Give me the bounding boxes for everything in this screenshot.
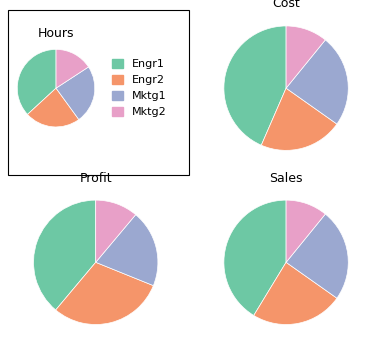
Wedge shape [261, 88, 337, 150]
Title: Cost: Cost [272, 0, 300, 10]
Title: Sales: Sales [270, 171, 303, 185]
Wedge shape [286, 214, 348, 298]
Wedge shape [224, 26, 286, 145]
Wedge shape [96, 200, 136, 262]
Wedge shape [286, 200, 325, 262]
Wedge shape [224, 200, 286, 315]
Wedge shape [286, 26, 325, 88]
Wedge shape [17, 49, 56, 115]
Wedge shape [286, 40, 348, 124]
Legend: Engr1, Engr2, Mktg1, Mktg2: Engr1, Engr2, Mktg1, Mktg2 [106, 53, 172, 123]
Wedge shape [96, 215, 158, 286]
Wedge shape [28, 88, 79, 127]
Title: Hours: Hours [38, 27, 74, 40]
Wedge shape [254, 262, 337, 324]
Wedge shape [56, 49, 88, 88]
Wedge shape [56, 262, 153, 324]
Title: Profit: Profit [79, 171, 112, 185]
Wedge shape [34, 200, 96, 310]
Wedge shape [56, 67, 95, 119]
